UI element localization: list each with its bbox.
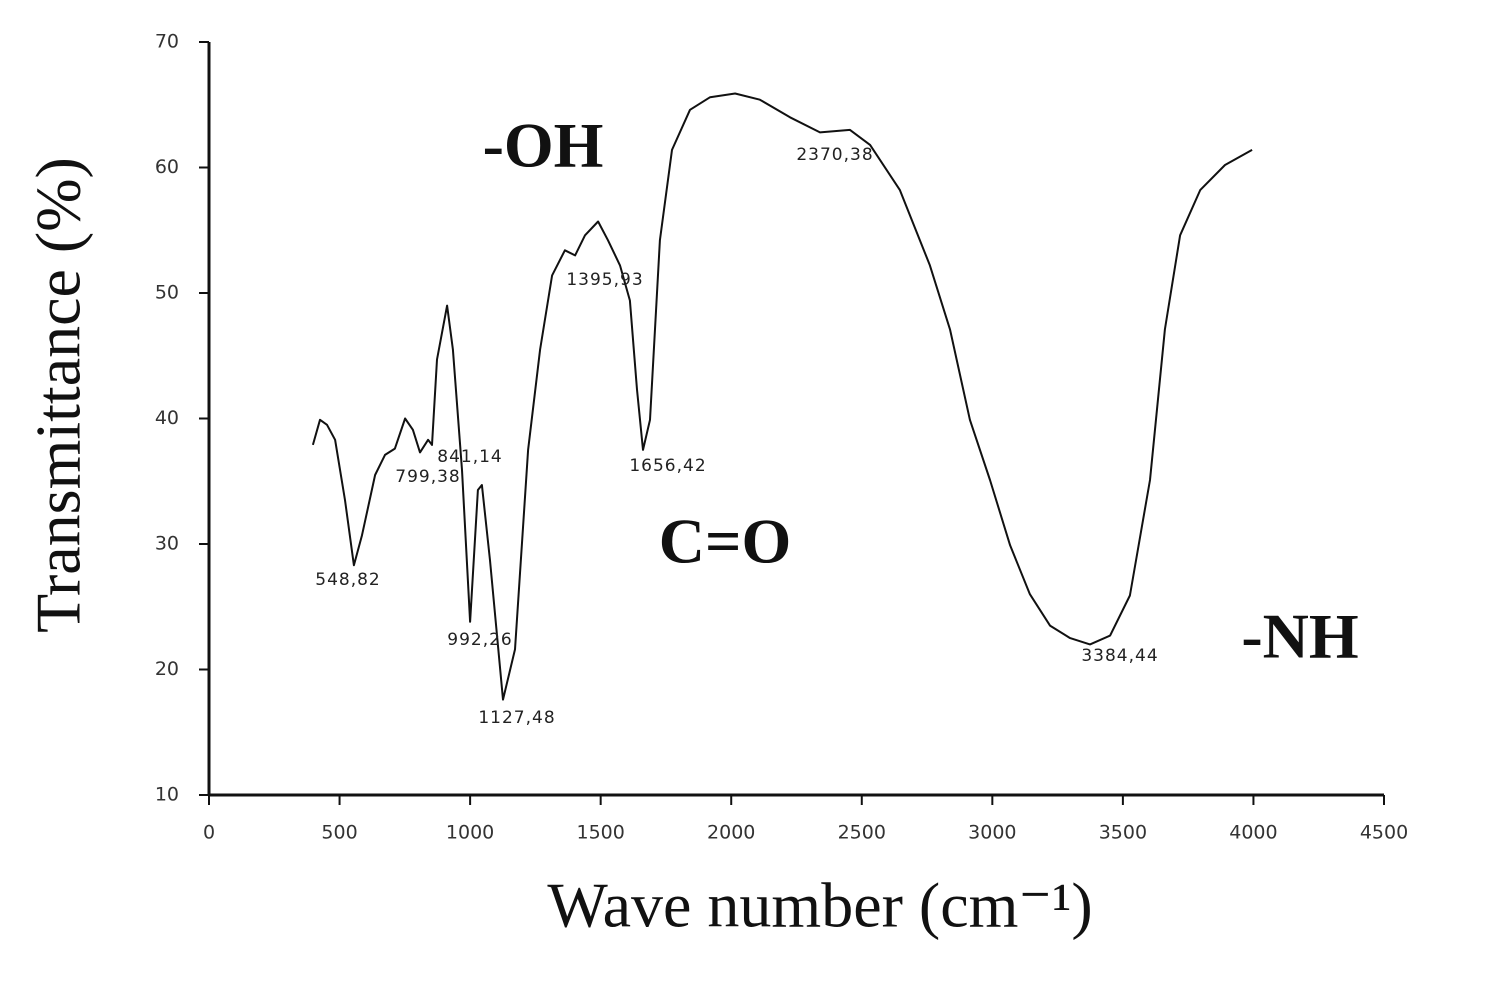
x-tick-label: 1500 [576,822,624,844]
y-tick-label: 30 [155,533,179,555]
peak-label: 799,38 [395,467,460,487]
peak-label: 1656,42 [629,456,706,476]
x-tick-label: 500 [321,822,357,844]
x-tick-label: 4500 [1360,822,1408,844]
x-tick-label: 4000 [1229,822,1277,844]
x-tick-label: 2500 [838,822,886,844]
x-tick-label: 3000 [968,822,1016,844]
y-tick-label: 40 [155,407,179,429]
peak-label: 992,26 [447,630,512,650]
y-axis-title: Transmittance (%) [23,157,94,633]
x-tick-label: 3500 [1099,822,1147,844]
y-tick-label: 50 [155,282,179,304]
x-tick-label: 0 [203,822,215,844]
peak-label: 1395,93 [566,270,643,290]
peak-label: 3384,44 [1081,646,1158,666]
annotation: -OH [483,110,604,181]
annotation: C=O [659,506,791,577]
annotation: -NH [1241,601,1358,672]
peak-label: 1127,48 [478,708,555,728]
y-tick-label: 60 [155,156,179,178]
peak-label: 841,14 [437,447,502,467]
y-tick-label: 10 [155,784,179,806]
x-axis-title: Wave number (cm⁻¹) [547,870,1092,941]
peak-label: 548,82 [315,570,380,590]
peak-label: 2370,38 [796,145,873,165]
x-tick-label: 1000 [446,822,494,844]
spectrum-line [311,92,1253,701]
x-tick-label: 2000 [707,822,755,844]
y-tick-label: 70 [155,31,179,53]
y-tick-label: 20 [155,658,179,680]
